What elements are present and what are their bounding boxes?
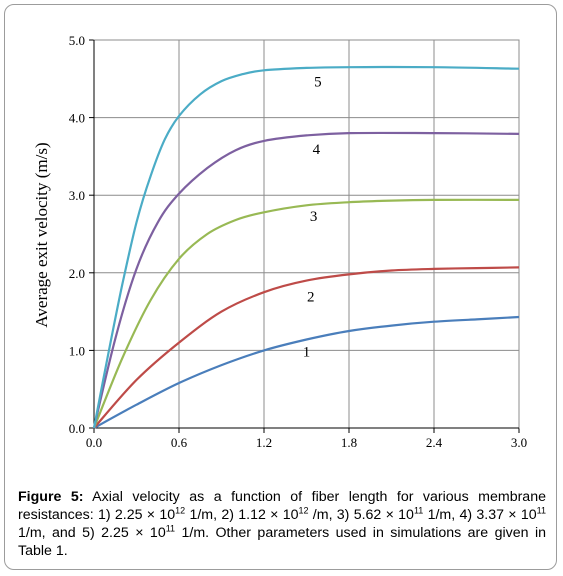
- caption-text-8: 1/m, and 5) 2.25 × 10: [18, 525, 166, 541]
- caption-label: Figure 5:: [18, 489, 84, 505]
- caption-sup-9: 11: [165, 523, 176, 534]
- curve-label-1: 1: [303, 345, 311, 361]
- x-tick-label-1: 0.6: [171, 435, 188, 450]
- chart: 0.0 0.6 1.2 1.8 2.4 3.0 0.0 1.0 2.0 3.0 4.0 5.0 1 2 3…: [32, 33, 527, 450]
- y-tick-label-4: 4.0: [69, 111, 85, 126]
- plot-area-border: [93, 39, 520, 429]
- chart-axes: [89, 39, 520, 433]
- caption-text-2: 1/m, 2) 1.12 × 10: [185, 507, 299, 523]
- series-line-1: [93, 315, 520, 429]
- x-tick-label-5: 3.0: [511, 435, 527, 450]
- curve-label-5: 5: [314, 75, 322, 91]
- caption-sup-1: 12: [175, 505, 186, 516]
- caption-sup-7: 11: [536, 505, 546, 516]
- figure-caption: Figure 5: Axial velocity as a function o…: [18, 488, 546, 560]
- caption-sup-3: 12: [298, 505, 309, 516]
- y-tick-label-1: 1.0: [69, 343, 85, 358]
- series-line-3: [92, 198, 520, 429]
- y-tick-label-3: 3.0: [69, 188, 85, 203]
- x-tick-label-0: 0.0: [86, 435, 102, 450]
- series-line-2: [93, 266, 520, 429]
- curve-label-2: 2: [307, 290, 315, 306]
- caption-text-10: 1/m. Other parameters used in simulation…: [18, 525, 546, 559]
- x-tick-label-3: 1.8: [341, 435, 357, 450]
- curve-label-4: 4: [313, 142, 321, 158]
- y-tick-label-0: 0.0: [69, 421, 85, 436]
- caption-text-6: 1/m, 4) 3.37 × 10: [423, 507, 537, 523]
- curve-label-3: 3: [310, 209, 318, 225]
- x-tick-label-4: 2.4: [426, 435, 443, 450]
- chart-annotations: 1 2 3 4 5: [303, 75, 322, 361]
- chart-tick-labels: 0.0 0.6 1.2 1.8 2.4 3.0 0.0 1.0 2.0 3.0 4.0 5.0: [69, 33, 527, 450]
- y-axis-label: Average exit velocity (m/s): [32, 142, 51, 327]
- chart-grid: [94, 39, 520, 428]
- caption-text-0: Axial velocity as a function of fiber le…: [18, 489, 546, 523]
- caption-text-4: /m, 3) 5.62 × 10: [308, 507, 414, 523]
- x-tick-label-2: 1.2: [256, 435, 272, 450]
- y-tick-label-5: 5.0: [69, 33, 85, 48]
- series-line-5: [92, 65, 520, 429]
- y-tick-label-2: 2.0: [69, 266, 85, 281]
- chart-series: [92, 65, 520, 429]
- series-line-4: [92, 131, 520, 429]
- caption-sup-5: 11: [413, 505, 424, 516]
